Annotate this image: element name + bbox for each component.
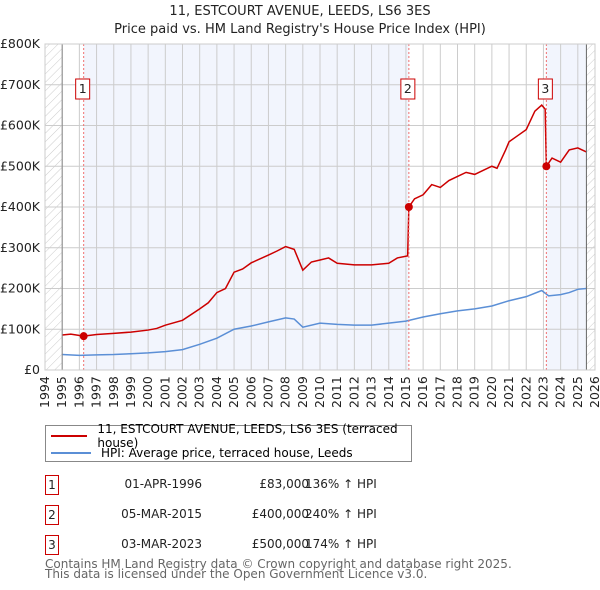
legend-swatch — [51, 452, 91, 454]
y-tick-label: £500K — [0, 158, 41, 173]
sale-label-box — [400, 78, 416, 100]
series-line — [62, 104, 587, 337]
x-tick-label: 2025 — [570, 376, 585, 408]
legend-label: HPI: Average price, terraced house, Leed… — [101, 446, 353, 460]
x-tick-label: 2003 — [192, 376, 207, 408]
x-tick-label: 2001 — [157, 376, 172, 408]
sale-hpi: 174% ↑ HPI — [305, 537, 377, 551]
sale-hpi: 240% ↑ HPI — [305, 507, 377, 521]
footer-line: Contains HM Land Registry data © Crown c… — [45, 557, 512, 571]
x-tick-label: 2009 — [295, 376, 310, 408]
x-tick-label: 2005 — [226, 376, 241, 408]
chart-subtitle: Price paid vs. HM Land Registry's House … — [114, 22, 486, 37]
y-tick-label: £200K — [0, 281, 41, 296]
sale-price: £400,000 — [251, 507, 309, 521]
legend-swatch — [51, 435, 88, 437]
x-tick-label: 2006 — [243, 376, 258, 408]
x-tick-label: 1995 — [54, 376, 69, 408]
sale-point — [79, 332, 88, 341]
x-tick-label: 1997 — [89, 376, 104, 408]
legend-item-hpi: HPI: Average price, terraced house, Leed… — [46, 445, 353, 461]
sale-date: 03-MAR-2023 — [121, 537, 202, 551]
x-tick-label: 1998 — [106, 376, 121, 408]
sale-number-badge: 1 — [45, 475, 59, 495]
x-tick-label: 2019 — [467, 376, 482, 408]
x-tick-label: 2007 — [260, 376, 275, 408]
footer: Contains HM Land Registry data © Crown c… — [45, 557, 512, 581]
sale-price: £83,000 — [259, 477, 309, 491]
x-tick-label: 2022 — [518, 376, 533, 408]
sale-price: £500,000 — [251, 537, 309, 551]
x-tick-label: 2012 — [346, 376, 361, 408]
y-tick-label: £800K — [0, 36, 41, 51]
x-tick-label: 2004 — [209, 376, 224, 408]
sale-point — [404, 203, 413, 211]
x-tick-label: 2017 — [432, 376, 447, 408]
x-tick-label: 2002 — [175, 376, 190, 408]
series-line — [62, 287, 587, 357]
x-tick-label: 2013 — [364, 376, 379, 408]
sale-label-box — [75, 78, 91, 100]
x-tick-label: 2011 — [329, 376, 344, 408]
y-tick-label: £300K — [0, 240, 41, 255]
x-tick-label: 2020 — [484, 376, 499, 408]
y-tick-label: £700K — [0, 77, 41, 92]
sale-row: 2 05-MAR-2015 £400,000 240% ↑ HPI — [45, 505, 445, 527]
x-tick-label: 2010 — [312, 376, 327, 408]
x-tick-label: 1994 — [37, 376, 52, 408]
footer-line: This data is licensed under the Open Gov… — [45, 567, 428, 581]
sale-label-box — [537, 78, 553, 100]
legend: 11, ESTCOURT AVENUE, LEEDS, LS6 3ES (ter… — [45, 422, 412, 462]
x-tick-label: 2008 — [278, 376, 293, 408]
x-tick-label: 2016 — [415, 376, 430, 408]
y-tick-label: £100K — [0, 321, 41, 336]
y-tick-label: £600K — [0, 118, 41, 133]
x-tick-label: 2014 — [381, 376, 396, 408]
legend-item-price: 11, ESTCOURT AVENUE, LEEDS, LS6 3ES (ter… — [46, 422, 411, 450]
sale-point — [542, 162, 551, 171]
sale-number-badge: 3 — [45, 535, 59, 555]
sale-number-badge: 2 — [45, 505, 59, 525]
y-tick-label: £0 — [24, 362, 40, 377]
sale-label: 2 — [404, 81, 412, 96]
sale-label: 1 — [79, 81, 87, 96]
sale-row: 1 01-APR-1996 £83,000 136% ↑ HPI — [45, 475, 445, 497]
x-tick-label: 2021 — [501, 376, 516, 408]
x-tick-label: 2018 — [450, 376, 465, 408]
sale-label: 3 — [541, 81, 549, 96]
plot-border — [44, 43, 596, 371]
sale-date: 01-APR-1996 — [124, 477, 202, 491]
x-tick-label: 2023 — [535, 376, 550, 408]
x-tick-label: 2000 — [140, 376, 155, 408]
x-tick-label: 2024 — [553, 376, 568, 408]
sale-date: 05-MAR-2015 — [121, 507, 202, 521]
legend-label: 11, ESTCOURT AVENUE, LEEDS, LS6 3ES (ter… — [97, 422, 398, 450]
sale-row: 3 03-MAR-2023 £500,000 174% ↑ HPI — [45, 535, 445, 557]
chart-title: 11, ESTCOURT AVENUE, LEEDS, LS6 3ES — [169, 4, 430, 19]
x-tick-label: 2015 — [398, 376, 413, 408]
x-tick-label: 1999 — [123, 376, 138, 408]
price-chart: 11, ESTCOURT AVENUE, LEEDS, LS6 3ES Pric… — [0, 4, 600, 408]
x-tick-label: 2026 — [587, 376, 600, 408]
x-tick-label: 1996 — [71, 376, 86, 408]
y-tick-label: £400K — [0, 199, 41, 214]
sale-hpi: 136% ↑ HPI — [305, 477, 377, 491]
